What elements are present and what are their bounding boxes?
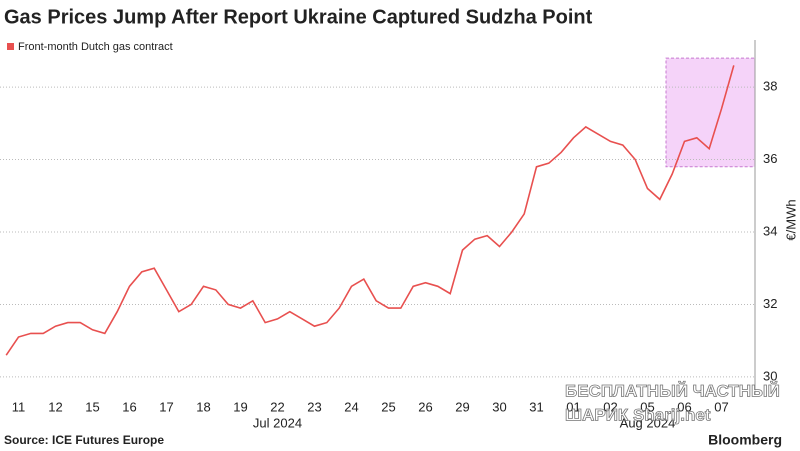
- x-tick-label: 18: [196, 399, 210, 414]
- x-tick-label: 31: [529, 399, 543, 414]
- x-tick-label: 11: [12, 399, 26, 414]
- price-line: [5, 65, 735, 356]
- y-tick-label: 30: [763, 368, 777, 383]
- x-tick-label: 23: [307, 399, 321, 414]
- x-group-label: Jul 2024: [253, 415, 302, 430]
- brand: Bloomberg: [708, 432, 782, 448]
- x-tick-label: 19: [233, 399, 247, 414]
- x-tick-label: 05: [640, 399, 654, 414]
- highlight-box: [665, 57, 756, 168]
- y-axis-label: €/MWh: [783, 199, 798, 240]
- x-tick-label: 30: [492, 399, 506, 414]
- y-tick-label: 36: [763, 151, 777, 166]
- x-tick-label: 01: [566, 399, 580, 414]
- x-group-label: Aug 2024: [620, 415, 676, 430]
- y-tick-label: 34: [763, 223, 777, 238]
- x-tick-label: 02: [603, 399, 617, 414]
- legend-swatch: [7, 43, 14, 50]
- x-tick-label: 29: [455, 399, 469, 414]
- x-tick-label: 15: [85, 399, 99, 414]
- x-tick-label: 06: [677, 399, 691, 414]
- x-tick-label: 12: [48, 399, 62, 414]
- y-tick-label: 38: [763, 79, 777, 94]
- chart-title: Gas Prices Jump After Report Ukraine Cap…: [4, 6, 593, 28]
- y-tick-label: 32: [763, 296, 777, 311]
- x-tick-label: 07: [714, 399, 728, 414]
- x-tick-label: 26: [418, 399, 432, 414]
- x-tick-label: 24: [344, 399, 358, 414]
- x-tick-label: 17: [159, 399, 173, 414]
- watermark: БЕСПЛАТНЫЙ ЧАСТНЫЙ: [565, 381, 780, 400]
- x-tick-label: 16: [122, 399, 136, 414]
- source: Source: ICE Futures Europe: [4, 433, 164, 447]
- x-tick-label: 22: [270, 399, 284, 414]
- legend-label: Front-month Dutch gas contract: [18, 41, 173, 53]
- watermark: ШАРИК Sharij.net: [565, 405, 711, 424]
- x-tick-label: 25: [381, 399, 395, 414]
